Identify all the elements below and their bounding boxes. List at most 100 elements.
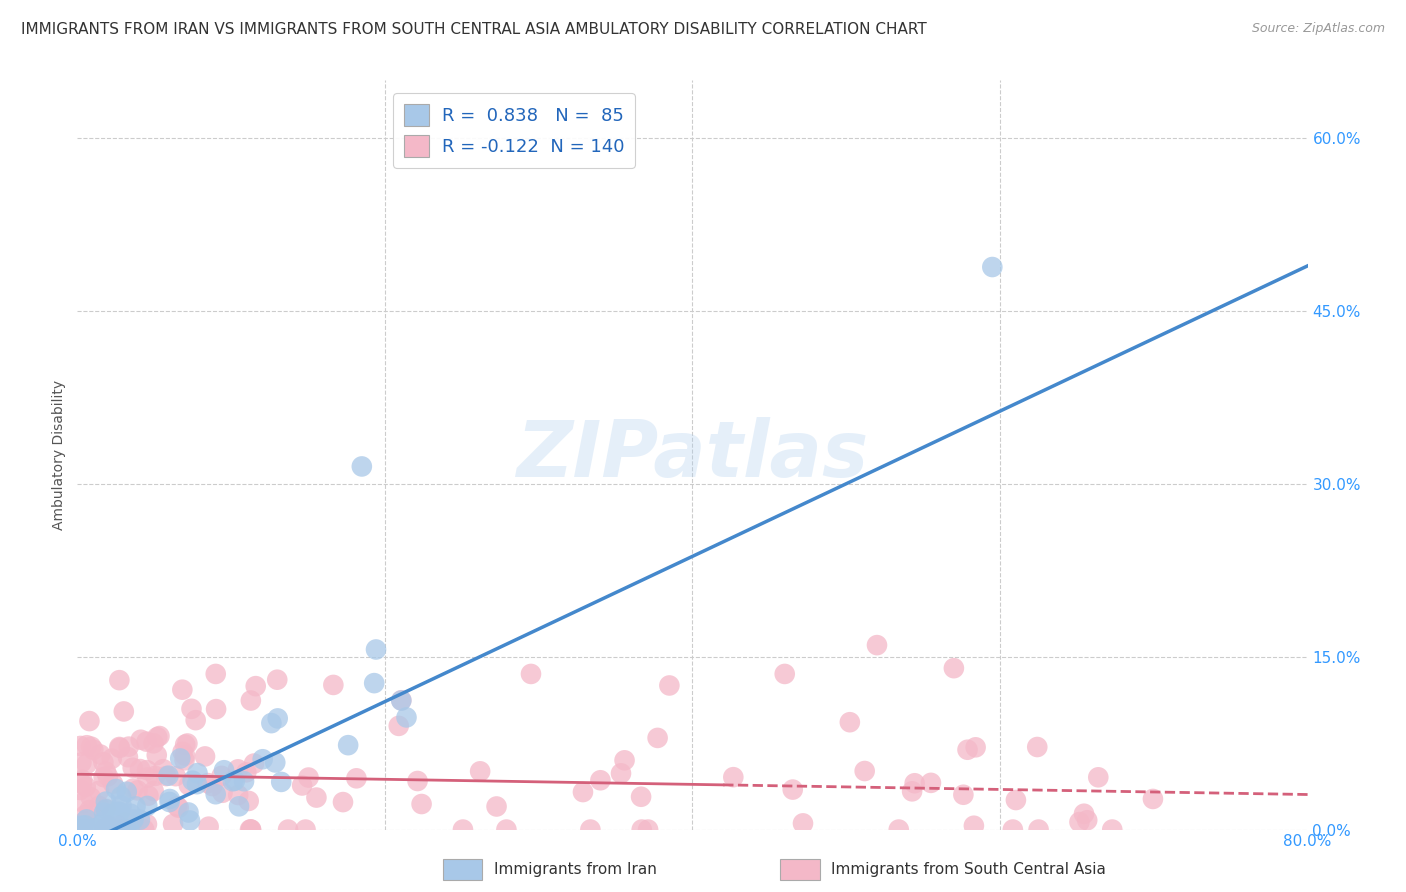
Point [79, 803, 101, 817]
Point [155, 769, 177, 783]
Point [82, 743, 104, 757]
Point [143, 769, 166, 783]
Point [76, 813, 98, 827]
Point [89, 822, 111, 837]
Point [773, 667, 796, 681]
Point [180, 702, 202, 716]
Point [1076, 814, 1098, 828]
Point [75, 822, 97, 837]
Point [1142, 792, 1164, 806]
Text: ZIPatlas: ZIPatlas [516, 417, 869, 493]
Point [294, 822, 316, 837]
Point [135, 734, 157, 748]
Point [243, 756, 266, 771]
Legend: R =  0.838   N =  85, R = -0.122  N = 140: R = 0.838 N = 85, R = -0.122 N = 140 [394, 93, 636, 168]
Point [80, 822, 103, 837]
Point [239, 822, 262, 837]
Point [87, 822, 110, 837]
Point [70, 822, 93, 837]
Point [108, 740, 131, 755]
Point [87, 799, 110, 814]
Point [83, 822, 105, 837]
Point [388, 719, 411, 733]
Point [84, 822, 107, 837]
Point [136, 771, 159, 785]
Point [1101, 822, 1123, 837]
Point [112, 705, 135, 719]
Point [152, 762, 174, 776]
Point [108, 739, 131, 754]
Point [267, 711, 290, 725]
Point [520, 667, 543, 681]
Point [495, 822, 517, 837]
Point [610, 766, 633, 780]
Point [270, 775, 292, 789]
Point [468, 764, 491, 779]
Point [252, 752, 274, 766]
Point [87, 822, 110, 837]
Point [176, 737, 198, 751]
Point [853, 764, 876, 778]
Point [69, 822, 91, 837]
Point [101, 777, 124, 791]
Point [84, 822, 107, 836]
Point [70, 756, 93, 770]
Point [146, 730, 169, 744]
Point [105, 782, 128, 797]
Point [79, 714, 101, 728]
Point [80, 790, 103, 805]
Point [93, 814, 115, 829]
Text: Source: ZipAtlas.com: Source: ZipAtlas.com [1251, 22, 1385, 36]
Text: Immigrants from Iran: Immigrants from Iran [494, 863, 657, 877]
Point [94, 822, 117, 836]
Point [67, 822, 90, 837]
Point [69, 822, 91, 837]
Point [572, 785, 595, 799]
Point [76, 738, 98, 752]
Point [1005, 793, 1028, 807]
Point [112, 822, 135, 837]
Point [84, 822, 107, 837]
Point [112, 822, 135, 837]
Point [1026, 739, 1049, 754]
Point [485, 799, 508, 814]
Point [173, 753, 195, 767]
Point [194, 749, 217, 764]
Point [235, 765, 257, 780]
Point [222, 774, 245, 789]
Point [197, 776, 219, 790]
Point [136, 763, 159, 777]
Point [197, 820, 219, 834]
Point [159, 795, 181, 809]
Point [107, 805, 129, 819]
Point [101, 822, 124, 837]
Point [101, 806, 124, 821]
Point [166, 799, 188, 814]
Point [114, 815, 136, 830]
Point [589, 773, 612, 788]
Point [129, 732, 152, 747]
Point [963, 819, 986, 833]
Point [101, 752, 124, 766]
Point [91, 822, 114, 837]
Point [1073, 806, 1095, 821]
Point [981, 260, 1004, 274]
Point [76, 822, 98, 837]
Point [115, 822, 138, 837]
Point [90, 822, 112, 837]
Point [76, 756, 98, 771]
Point [87, 822, 110, 837]
Point [120, 806, 142, 821]
Point [122, 781, 145, 796]
Point [1001, 822, 1024, 837]
Point [136, 817, 159, 831]
Point [87, 822, 110, 837]
Point [122, 822, 145, 837]
Point [83, 822, 105, 836]
Point [87, 822, 110, 837]
Point [97, 769, 120, 783]
Point [212, 763, 235, 777]
Point [782, 782, 804, 797]
Point [142, 784, 165, 798]
Point [226, 762, 249, 776]
